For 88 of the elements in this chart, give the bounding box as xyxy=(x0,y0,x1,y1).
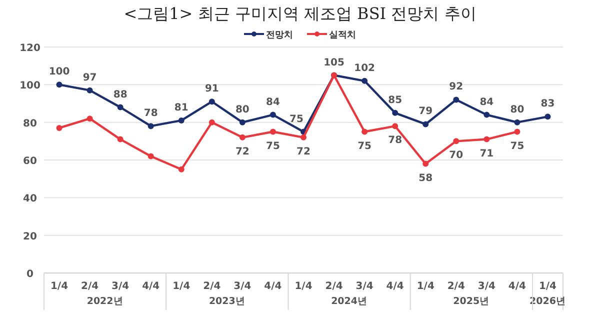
data-label: 91 xyxy=(204,84,219,95)
point xyxy=(148,153,154,160)
x-tick-label: 2/4 xyxy=(203,281,221,292)
x-tick-label: 4/4 xyxy=(264,281,282,292)
x-tick-label: 3/4 xyxy=(112,281,130,292)
data-label: 85 xyxy=(388,94,402,106)
x-tick-label: 3/4 xyxy=(234,281,252,292)
point xyxy=(422,160,429,167)
x-tick-label: 1/4 xyxy=(172,281,190,292)
point xyxy=(178,117,184,124)
point xyxy=(514,119,520,126)
legend-label: 전망치 xyxy=(266,30,293,40)
data-label: 78 xyxy=(388,135,402,146)
x-tick-label: 4/4 xyxy=(142,281,160,292)
data-label: 75 xyxy=(290,114,304,125)
x-tick-label: 4/4 xyxy=(508,281,526,292)
point xyxy=(239,134,246,140)
data-label: 75 xyxy=(510,140,524,152)
data-label: 58 xyxy=(418,172,433,184)
y-tick-label: 0 xyxy=(26,269,34,280)
x-tick-label: 2/4 xyxy=(447,281,465,292)
x-tick-label: 1/4 xyxy=(50,281,68,292)
y-tick-label: 60 xyxy=(23,156,37,167)
point xyxy=(56,82,62,88)
data-label: 102 xyxy=(354,62,376,74)
data-label: 70 xyxy=(449,150,464,162)
x-tick-label: 1/4 xyxy=(294,281,312,292)
x-tick-label: 1/4 xyxy=(416,281,434,292)
data-label: 80 xyxy=(235,104,250,116)
data-label: 88 xyxy=(113,89,128,100)
x-tick-label: 4/4 xyxy=(386,281,404,292)
data-label: 75 xyxy=(358,140,372,152)
data-label: 71 xyxy=(480,148,494,160)
text: 2022년 xyxy=(86,296,124,307)
point xyxy=(270,112,276,118)
point xyxy=(453,96,460,103)
data-label: 81 xyxy=(174,102,188,114)
point xyxy=(484,112,490,118)
text: 2024년 xyxy=(331,296,368,307)
point xyxy=(117,104,124,110)
data-label: 72 xyxy=(296,146,310,158)
y-tick-label: 80 xyxy=(23,118,37,130)
point xyxy=(362,78,368,84)
data-label: 100 xyxy=(48,66,70,78)
point xyxy=(300,134,306,140)
x-tick-label: 2/4 xyxy=(325,281,343,292)
legend-label: 실적치 xyxy=(329,30,356,40)
point xyxy=(239,119,246,126)
data-label: 84 xyxy=(480,96,494,108)
point xyxy=(86,116,93,122)
data-label: 97 xyxy=(82,72,97,84)
point xyxy=(453,138,460,144)
point xyxy=(484,136,490,142)
x-tick-label: 3/4 xyxy=(356,281,374,292)
point xyxy=(362,128,368,135)
point xyxy=(544,114,551,120)
data-label: 80 xyxy=(510,104,524,116)
data-label: 72 xyxy=(235,146,250,158)
point xyxy=(422,121,429,128)
point xyxy=(208,119,215,126)
data-label: 75 xyxy=(266,140,280,152)
y-tick-label: 20 xyxy=(23,231,37,242)
data-label: 78 xyxy=(144,108,158,120)
text: 2023년 xyxy=(208,296,246,307)
x-tick-label: 1/4 xyxy=(538,281,557,292)
y-tick-label: 100 xyxy=(20,80,40,92)
point xyxy=(117,136,124,142)
text: 2025년 xyxy=(453,296,490,307)
point xyxy=(270,128,276,135)
data-label: 84 xyxy=(266,96,280,108)
x-tick-label: 2/4 xyxy=(81,281,99,292)
point xyxy=(392,110,398,116)
data-label: 83 xyxy=(540,98,555,110)
x-tick-label: 3/4 xyxy=(478,281,496,292)
point xyxy=(392,123,398,130)
y-tick-label: 40 xyxy=(23,194,37,205)
point xyxy=(56,124,62,131)
chart-title: <그림1> 최근 구미지역 제조업 BSI 전망치 추이 xyxy=(124,4,476,23)
point xyxy=(178,166,184,172)
data-label: 105 xyxy=(324,57,345,68)
point xyxy=(86,87,93,94)
point xyxy=(208,98,215,105)
y-tick-label: 120 xyxy=(20,43,40,54)
point xyxy=(514,128,520,135)
data-label: 92 xyxy=(449,82,464,93)
point xyxy=(148,123,154,130)
data-label: 79 xyxy=(418,106,433,118)
text: 2026년 xyxy=(530,296,566,307)
